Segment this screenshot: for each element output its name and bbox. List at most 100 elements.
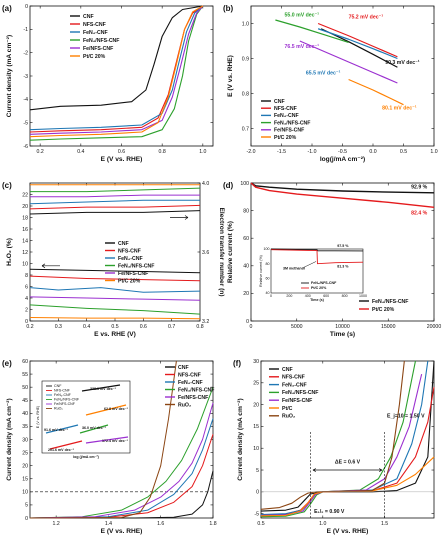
inset-slope-annotation: 201.6 mV dec⁻¹ (48, 448, 75, 452)
y-axis-label: Relative current (%) (227, 221, 234, 283)
inset-x-tick-label: 800 (342, 294, 348, 298)
y-tick-label: 22 (22, 192, 28, 198)
inset-annotation: 81.3 % (337, 264, 349, 268)
series-line (29, 5, 204, 138)
y-tick-label: 1.0 (242, 21, 249, 27)
x-tick-label: -1.5 (277, 149, 286, 155)
inset-tafel-line (79, 424, 109, 434)
series-line (29, 5, 204, 135)
legend-entry: Pt/C 20% (118, 278, 141, 284)
y-tick-label: 10 (253, 446, 259, 452)
series-line (29, 402, 214, 519)
series-line (29, 268, 201, 274)
chart-panel-a: 0.2 0.4 0.6 0.8 1.0 0 -1 -2 -3 -4 -5 -6 E (V vs. RHE… (2, 4, 214, 163)
inset-slope-annotation: 36.0 mV dec⁻¹ (82, 426, 107, 430)
inset-legend-entry: NFS-CNF (54, 389, 71, 393)
series-line (29, 287, 201, 293)
arrow-icon (302, 261, 317, 269)
series-line (317, 22, 398, 58)
legend-entry: Fe/NFS-CNF (83, 46, 113, 52)
inset-legend-entry: CNF (54, 384, 62, 388)
y-tick-label: 2 (25, 307, 28, 313)
legend-entry: FeN₄/NFS-CNF (178, 387, 214, 393)
x-tick-label: 10000 (335, 324, 350, 330)
retention-annotation: 82.4 % (411, 211, 428, 217)
inset-series-line (270, 249, 364, 265)
legend-entry: FeN₄/NFS-CNF (274, 120, 310, 126)
y-tick-label: 15 (22, 477, 28, 483)
legend-entry: FeN₄-CNF (282, 382, 307, 388)
x-tick-label: 1.6 (157, 521, 164, 527)
y-tick-label: 0 (25, 319, 28, 325)
series-line (29, 5, 203, 111)
legend-entry: FeN₄-CNF (83, 30, 108, 36)
chart-panel-c: 0.2 0.3 0.4 0.5 0.6 0.7 0.8 0 2 4 6 8 10 12 14 16 18 20 22… (2, 181, 225, 338)
delta-arrow-icon (312, 468, 383, 472)
y-tick-label: -2 (23, 50, 28, 56)
x-tick-label: 0.8 (159, 149, 166, 155)
y-tick-label: 100 (240, 181, 249, 187)
y-tick-label: 0 (25, 516, 28, 522)
series-line (30, 470, 214, 519)
y-tick-label: 60 (22, 359, 28, 365)
legend-entry: NFS-CNF (178, 372, 201, 378)
legend-entry: NFS-CNF (282, 375, 305, 381)
legend-entry: CNF (274, 99, 285, 105)
y-tick-label: 5 (25, 503, 28, 509)
x-tick-label: 20000 (427, 324, 442, 330)
legend-entry: CNF (282, 367, 293, 373)
legend-entry: FeN₄/NFS-CNF (372, 299, 408, 305)
inset-x-label: Time (s) (310, 298, 325, 302)
inset-chart: 0 200 400 600 800 1000 40 60 80 100 Time (s) Relati… (259, 244, 367, 302)
inset-series-line (270, 248, 364, 252)
y-tick-label: -5 (254, 511, 259, 517)
x-tick-label: 1.5 (381, 521, 388, 527)
inset-slope-annotation: 172.4 mV dec⁻¹ (102, 439, 129, 443)
x-tick-label: 0 (250, 324, 253, 330)
series-line (29, 275, 201, 282)
legend-entry: Fe/NFS-CNF (118, 271, 148, 277)
panel-label: (d) (223, 181, 234, 190)
y-tick-label: 30 (22, 437, 28, 443)
series-line (29, 317, 201, 320)
x-tick-label: 0.8 (196, 324, 203, 330)
series-line (29, 360, 177, 519)
inset-annotation: 97.5 % (337, 244, 349, 248)
x-tick-label: 1.0 (319, 521, 326, 527)
y-tick-label: 80 (243, 208, 249, 214)
y-tick-label: 0.9 (242, 56, 249, 62)
inset-x-tick-label: 400 (305, 294, 311, 298)
legend-entry: Pt/C (282, 406, 293, 412)
series-line (299, 40, 398, 84)
inset-tafel-line (45, 424, 79, 434)
y-tick-label: 40 (22, 411, 28, 417)
inset-slope-annotation: 338.1 mV dec⁻¹ (90, 387, 117, 391)
y-tick-label: 0 (256, 490, 259, 496)
legend-entry: Pt/C 20% (372, 307, 395, 313)
y-tick-label: -3 (23, 74, 28, 80)
series-line (250, 182, 435, 208)
y-tick-label: -1 (23, 27, 28, 33)
y-tick-label: 10 (22, 490, 28, 496)
slope-annotation: 80.1 mV dec⁻¹ (382, 105, 417, 111)
legend-entry: Fe/NFS-CNF (274, 128, 304, 134)
y-axis-label: Current density (mA cm⁻²) (237, 398, 244, 480)
y-tick-label: -4 (23, 97, 28, 103)
y-tick-label: 10 (22, 261, 28, 267)
series-line (29, 204, 201, 210)
x-axis-label: Time (s) (330, 331, 355, 338)
slope-annotation: 76.5 mV dec⁻¹ (285, 44, 320, 50)
retention-annotation: 92.9 % (411, 185, 428, 191)
y-tick-label: 20 (22, 463, 28, 469)
y-tick-label: 55 (22, 372, 28, 378)
inset-x-label: log (j/mA cm⁻²) (73, 455, 100, 459)
y-tick-label: 60 (243, 236, 249, 242)
y-tick-label: 30 (253, 359, 259, 365)
series-line (30, 187, 201, 193)
legend-entry: RuO₂ (178, 402, 192, 408)
x-tick-label: 1.8 (209, 521, 216, 527)
panel-label: (f) (233, 359, 241, 368)
x-tick-label: 5000 (291, 324, 303, 330)
